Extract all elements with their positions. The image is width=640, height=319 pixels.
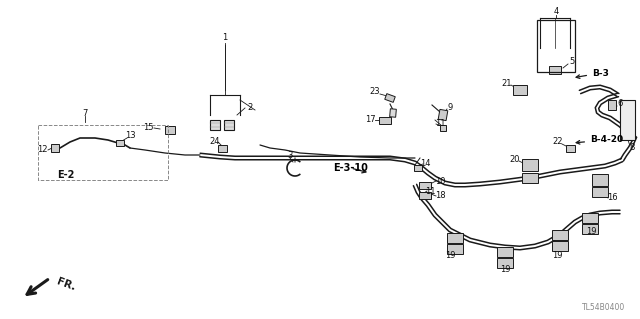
Text: 7: 7	[83, 108, 88, 117]
Bar	[51, 144, 59, 152]
Bar	[497, 247, 513, 257]
Text: 6: 6	[618, 100, 623, 108]
Text: E-3-10: E-3-10	[333, 163, 368, 173]
Bar	[38, 125, 168, 180]
Text: 19: 19	[552, 250, 563, 259]
Text: 3: 3	[287, 151, 292, 160]
Bar	[592, 174, 608, 186]
Text: 11: 11	[435, 120, 445, 129]
Bar	[582, 213, 598, 223]
Text: B-4-20: B-4-20	[576, 136, 623, 145]
Bar	[608, 100, 616, 110]
Text: 22: 22	[553, 137, 563, 146]
Text: 8: 8	[629, 144, 635, 152]
Bar	[419, 191, 431, 198]
Text: 13: 13	[125, 131, 135, 140]
Text: 24: 24	[210, 137, 220, 146]
Text: 19: 19	[445, 250, 455, 259]
Bar	[522, 159, 538, 171]
Bar	[592, 187, 608, 197]
Text: 5: 5	[570, 57, 575, 66]
Text: 17: 17	[365, 115, 375, 124]
Bar	[390, 109, 396, 117]
Text: 4: 4	[554, 6, 559, 16]
Bar	[549, 66, 561, 74]
Bar	[513, 85, 527, 95]
Bar	[385, 94, 396, 102]
Text: 19: 19	[500, 265, 510, 275]
Bar	[552, 241, 568, 251]
Bar	[419, 182, 431, 189]
Bar	[218, 145, 227, 152]
Text: 11: 11	[425, 188, 435, 197]
Bar	[379, 116, 391, 123]
Bar	[224, 120, 234, 130]
Bar	[447, 244, 463, 254]
Text: 10: 10	[435, 176, 445, 186]
Bar	[440, 125, 446, 131]
Bar	[497, 258, 513, 268]
Text: 9: 9	[447, 103, 452, 113]
Text: 1: 1	[222, 33, 228, 42]
Text: FR.: FR.	[55, 276, 77, 292]
Bar	[566, 145, 575, 152]
Bar	[116, 140, 124, 146]
Bar	[582, 224, 598, 234]
Bar	[210, 120, 220, 130]
Bar	[438, 109, 448, 121]
Bar	[165, 126, 175, 134]
Bar	[522, 173, 538, 183]
Text: 19: 19	[586, 227, 596, 236]
Text: TL54B0400: TL54B0400	[582, 303, 625, 312]
Bar	[414, 165, 422, 171]
Text: 20: 20	[509, 155, 520, 165]
Text: 2: 2	[248, 103, 253, 113]
Text: 16: 16	[607, 194, 618, 203]
Bar	[447, 233, 463, 243]
Bar	[537, 20, 575, 72]
Text: 12: 12	[36, 145, 47, 154]
Text: 21: 21	[502, 78, 512, 87]
Text: 18: 18	[435, 191, 445, 201]
Text: 14: 14	[420, 159, 430, 167]
Text: 15: 15	[143, 123, 153, 132]
Text: E-2: E-2	[57, 170, 74, 180]
Bar	[620, 100, 635, 140]
Text: 23: 23	[370, 87, 380, 97]
Bar	[552, 230, 568, 240]
Text: B-3: B-3	[576, 69, 609, 78]
